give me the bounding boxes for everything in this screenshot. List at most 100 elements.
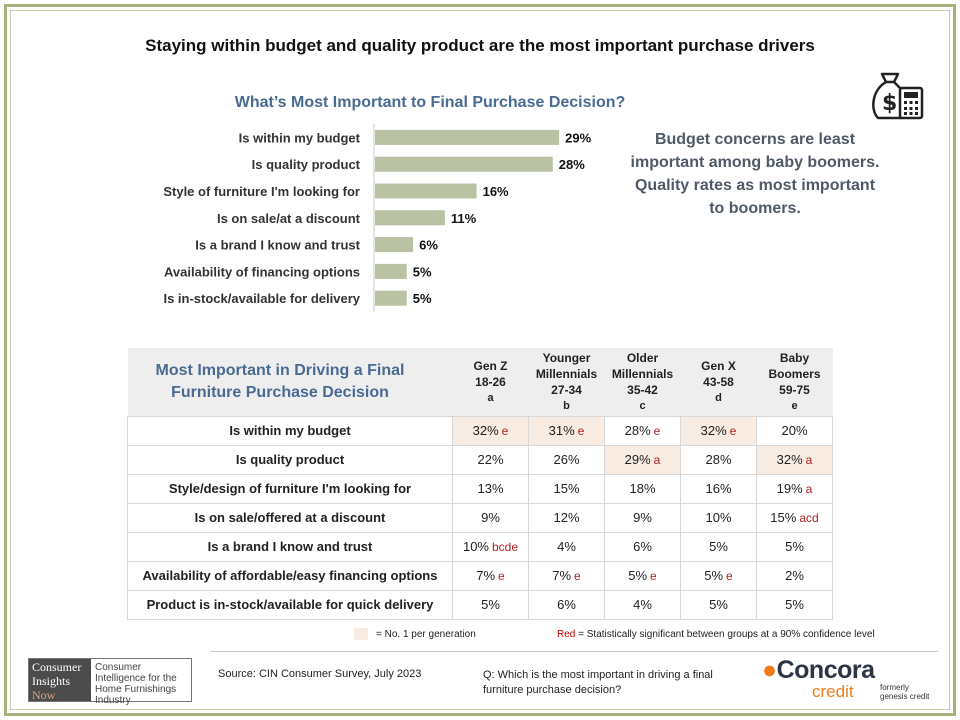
- row-label: Is within my budget: [127, 415, 453, 446]
- data-label: 16%: [483, 184, 509, 199]
- table-cell: 16%: [680, 473, 757, 504]
- column-ages: 18-26: [475, 374, 506, 389]
- table-cell: 20%: [756, 415, 833, 446]
- table-cell: 18%: [604, 473, 681, 504]
- table-cell: 28% e: [604, 415, 681, 446]
- significance-marker: a: [805, 482, 813, 496]
- bar: [375, 290, 407, 306]
- legend-highlight-text: = No. 1 per generation: [376, 629, 476, 640]
- table-cell: 26%: [528, 444, 605, 475]
- significance-marker: acd: [799, 511, 819, 525]
- concora-logo-c-mark: ●: [762, 656, 777, 684]
- column-header-baby-boomers: Baby Boomers 59-75 e: [756, 348, 833, 416]
- column-ages: 27-34: [551, 382, 582, 397]
- table-cell: 5%: [452, 589, 529, 620]
- generation-table: Most Important in Driving a Final Furnit…: [127, 348, 833, 620]
- bar: [375, 237, 414, 253]
- callout-text: Budget concerns are least important amon…: [630, 128, 880, 220]
- column-ages: 59-75: [779, 382, 810, 397]
- column-header-gen-x: Gen X 43-58 d: [680, 348, 757, 416]
- column-letter: a: [487, 391, 494, 404]
- cin-logo-word-1: Consumer: [32, 660, 82, 674]
- table-cell: 10%: [680, 502, 757, 533]
- cin-logo-mark: Consumer Insights Now: [29, 659, 91, 702]
- cell-value: 26%: [553, 452, 580, 467]
- table-cell: 7% e: [528, 560, 605, 591]
- bar: [375, 183, 477, 199]
- cell-value: 10%: [462, 539, 489, 554]
- category-label: Is quality product: [252, 157, 361, 172]
- table-row: Style/design of furniture I'm looking fo…: [127, 473, 833, 504]
- cell-value: 13%: [477, 481, 504, 496]
- category-label: Is a brand I know and trust: [195, 238, 360, 253]
- money-bag-calculator-icon: $: [872, 72, 924, 120]
- cin-logo: Consumer Insights Now Consumer Intellige…: [28, 658, 192, 706]
- cell-value: 16%: [705, 481, 732, 496]
- row-label: Product is in-stock/available for quick …: [127, 589, 453, 620]
- table-cell: 6%: [528, 589, 605, 620]
- legend-highlight-swatch: [354, 628, 368, 640]
- row-label: Availability of affordable/easy financin…: [127, 560, 453, 591]
- table-row: Product is in-stock/available for quick …: [127, 589, 833, 620]
- legend-red-word: Red: [557, 629, 576, 640]
- source-note: Source: CIN Consumer Survey, July 2023: [218, 668, 422, 680]
- column-name: Gen X: [701, 358, 736, 373]
- cell-value: 5%: [628, 568, 648, 583]
- category-label: Is within my budget: [239, 130, 361, 145]
- table-row: Availability of affordable/easy financin…: [127, 560, 833, 591]
- cell-value: 5%: [481, 597, 500, 612]
- concora-brand: Concora: [776, 656, 875, 684]
- cell-value: 9%: [633, 510, 652, 525]
- column-name: Baby Boomers: [768, 350, 821, 381]
- cell-value: 32%: [776, 452, 803, 467]
- table-cell: 32% a: [756, 444, 833, 475]
- svg-text:$: $: [882, 91, 897, 116]
- row-label: Is on sale/offered at a discount: [127, 502, 453, 533]
- column-letter: d: [715, 391, 722, 404]
- cell-value: 19%: [776, 481, 803, 496]
- legend-red-text: = Statistically significant between grou…: [575, 629, 875, 640]
- concora-credit: credit: [812, 682, 854, 701]
- row-label: Is a brand I know and trust: [127, 531, 453, 562]
- table-cell: 29% a: [604, 444, 681, 475]
- table-body: Is within my budget 32% e 31% e 28% e 32% e 20% Is…: [127, 415, 833, 620]
- cin-logo-word-2: Insights: [32, 674, 71, 688]
- significance-marker: e: [574, 569, 581, 583]
- callout-line-1: Budget concerns are least important amon…: [630, 131, 880, 171]
- column-header-gen-z: Gen Z 18-26 a: [452, 348, 529, 416]
- cell-value: 31%: [548, 423, 575, 438]
- formerly-line-1: formerly: [880, 683, 909, 692]
- table-cell: 6%: [604, 531, 681, 562]
- bar: [375, 156, 553, 172]
- table-cell: 5%: [756, 589, 833, 620]
- data-label: 5%: [413, 291, 432, 306]
- cell-value: 28%: [624, 423, 651, 438]
- column-header-older-millennials: Older Millennials 35-42 c: [604, 348, 681, 416]
- cell-value: 7%: [552, 568, 572, 583]
- category-label: Availability of financing options: [164, 264, 360, 279]
- table-row: Is within my budget 32% e 31% e 28% e 32% e 20%: [127, 415, 833, 446]
- table-cell: 5%: [680, 589, 757, 620]
- cell-value: 32%: [472, 423, 499, 438]
- column-letter: e: [791, 399, 798, 412]
- cin-logo-word-3: Now: [32, 688, 56, 702]
- chart-title: What’s Most Important to Final Purchase …: [234, 94, 626, 111]
- cell-value: 15%: [553, 481, 580, 496]
- column-name: Gen Z: [473, 358, 508, 373]
- data-label: 29%: [565, 130, 591, 145]
- table-cell: 32% e: [452, 415, 529, 446]
- cell-value: 5%: [709, 539, 728, 554]
- significance-marker: a: [653, 453, 661, 467]
- column-letter: c: [639, 399, 646, 412]
- significance-marker: e: [726, 569, 733, 583]
- bar: [375, 263, 407, 279]
- table-cell: 5% e: [680, 560, 757, 591]
- significance-marker: e: [501, 424, 509, 438]
- cell-value: 15%: [770, 510, 797, 525]
- significance-marker: e: [653, 424, 661, 438]
- table-cell: 28%: [680, 444, 757, 475]
- cell-value: 28%: [705, 452, 732, 467]
- bar: [375, 210, 445, 226]
- table-cell: 5%: [756, 531, 833, 562]
- table-title: Most Important in Driving a Final Furnit…: [127, 348, 453, 416]
